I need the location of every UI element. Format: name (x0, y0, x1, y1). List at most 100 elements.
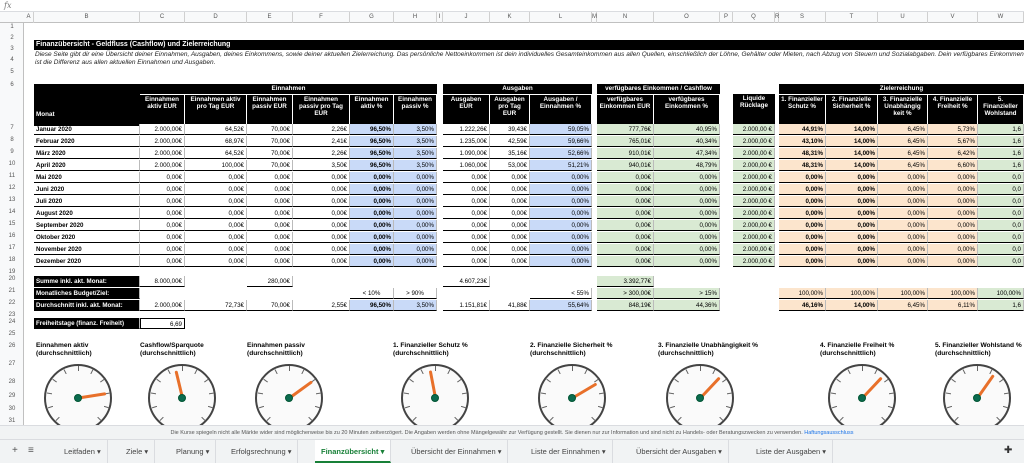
month-label[interactable]: Juli 2020 (34, 196, 140, 207)
month-cell-d[interactable]: 64,52€ (185, 148, 247, 159)
sheet-tab[interactable]: Planung ▾ (170, 440, 217, 463)
month-cell-u[interactable]: 0,00% (878, 208, 928, 219)
month-cell-c[interactable]: 2.000,00€ (140, 148, 185, 159)
month-cell-l[interactable]: 0,00% (530, 220, 592, 231)
month-cell-u[interactable]: 0,00% (878, 232, 928, 243)
month-cell-q[interactable]: 2.000,00 € (733, 172, 775, 183)
month-label[interactable]: Dezember 2020 (34, 256, 140, 267)
month-cell-t[interactable]: 14,00% (826, 124, 878, 135)
month-cell-e[interactable]: 0,00€ (247, 184, 293, 195)
month-cell-j[interactable]: 1.060,00€ (443, 160, 490, 171)
month-cell-o[interactable]: 0,00% (654, 244, 720, 255)
month-cell-h[interactable]: 3,50% (394, 148, 437, 159)
month-cell-v[interactable]: 0,00% (928, 184, 978, 195)
sum-verfuegbar[interactable]: 3.392,77€ (597, 276, 654, 287)
month-cell-g[interactable]: 0,00% (350, 208, 394, 219)
month-cell-h[interactable]: 0,00% (394, 172, 437, 183)
budget-l[interactable]: < 55% (530, 288, 592, 299)
row-header-7[interactable]: 7 (10, 125, 14, 131)
month-cell-t[interactable]: 14,00% (826, 160, 878, 171)
month-cell-n[interactable]: 0,00€ (597, 232, 654, 243)
column-header-M[interactable]: M (592, 12, 597, 23)
average-t[interactable]: 14,00% (826, 300, 878, 311)
month-cell-n[interactable]: 0,00€ (597, 208, 654, 219)
month-cell-t[interactable]: 0,00% (826, 196, 878, 207)
month-cell-g[interactable]: 0,00% (350, 172, 394, 183)
row-header-5[interactable]: 5 (10, 69, 14, 75)
month-cell-d[interactable]: 0,00€ (185, 196, 247, 207)
month-cell-q[interactable]: 2.000,00 € (733, 196, 775, 207)
column-header-C[interactable]: C (140, 12, 185, 23)
month-cell-o[interactable]: 0,00% (654, 232, 720, 243)
month-cell-f[interactable]: 0,00€ (293, 256, 350, 267)
month-cell-d[interactable]: 0,00€ (185, 184, 247, 195)
month-cell-l[interactable]: 0,00% (530, 244, 592, 255)
month-cell-d[interactable]: 0,00€ (185, 220, 247, 231)
month-cell-v[interactable]: 0,00% (928, 172, 978, 183)
column-header-F[interactable]: F (293, 12, 350, 23)
month-cell-u[interactable]: 0,00% (878, 172, 928, 183)
average-n[interactable]: 848,19€ (597, 300, 654, 311)
month-cell-d[interactable]: 0,00€ (185, 256, 247, 267)
month-cell-n[interactable]: 765,01€ (597, 136, 654, 147)
budget-label[interactable]: Monatliches Budget/Ziel: (34, 288, 140, 299)
month-cell-j[interactable]: 1.235,00€ (443, 136, 490, 147)
month-cell-t[interactable]: 0,00% (826, 232, 878, 243)
month-cell-f[interactable]: 2,26€ (293, 124, 350, 135)
month-cell-j[interactable]: 0,00€ (443, 232, 490, 243)
column-header-J[interactable]: J (443, 12, 490, 23)
average-w[interactable]: 1,6 (978, 300, 1024, 311)
month-cell-k[interactable]: 42,59€ (490, 136, 530, 147)
average-f[interactable]: 2,55€ (293, 300, 350, 311)
month-cell-u[interactable]: 6,45% (878, 148, 928, 159)
average-j[interactable]: 1.151,81€ (443, 300, 490, 311)
month-cell-s[interactable]: 0,00% (779, 172, 826, 183)
month-cell-j[interactable]: 0,00€ (443, 256, 490, 267)
month-cell-n[interactable]: 910,01€ (597, 148, 654, 159)
row-header-9[interactable]: 9 (10, 149, 14, 155)
sum-label[interactable]: Summe inkl. akt. Monat: (34, 276, 140, 287)
average-e[interactable]: 70,00€ (247, 300, 293, 311)
month-cell-k[interactable]: 0,00€ (490, 232, 530, 243)
row-header-23[interactable]: 23 (8, 312, 16, 318)
formula-bar[interactable]: fx (0, 0, 1024, 12)
month-cell-h[interactable]: 0,00% (394, 244, 437, 255)
row-header-11[interactable]: 11 (8, 173, 16, 179)
month-cell-w[interactable]: 0,0 (978, 220, 1024, 231)
column-header-H[interactable]: H (394, 12, 437, 23)
month-cell-e[interactable]: 0,00€ (247, 196, 293, 207)
sheet-tab[interactable]: Leitfaden ▾ (58, 440, 108, 463)
month-label[interactable]: Mai 2020 (34, 172, 140, 183)
month-cell-o[interactable]: 48,79% (654, 160, 720, 171)
budget-t[interactable]: 100,00% (826, 288, 878, 299)
column-header-W[interactable]: W (978, 12, 1024, 23)
month-cell-s[interactable]: 0,00% (779, 184, 826, 195)
average-s[interactable]: 46,16% (779, 300, 826, 311)
month-cell-g[interactable]: 0,00% (350, 232, 394, 243)
column-header-Q[interactable]: Q (733, 12, 775, 23)
month-cell-c[interactable]: 0,00€ (140, 196, 185, 207)
disclaimer-link[interactable]: Haftungsausschluss (804, 430, 854, 436)
month-cell-g[interactable]: 0,00% (350, 256, 394, 267)
month-cell-s[interactable]: 48,31% (779, 160, 826, 171)
month-cell-l[interactable]: 59,66% (530, 136, 592, 147)
month-cell-k[interactable]: 35,16€ (490, 148, 530, 159)
month-cell-o[interactable]: 0,00% (654, 184, 720, 195)
month-cell-c[interactable]: 0,00€ (140, 220, 185, 231)
average-k[interactable]: 41,88€ (490, 300, 530, 311)
month-cell-w[interactable]: 1,6 (978, 160, 1024, 171)
month-cell-f[interactable]: 0,00€ (293, 196, 350, 207)
row-header-31[interactable]: 31 (8, 418, 16, 424)
column-header-E[interactable]: E (247, 12, 293, 23)
month-cell-j[interactable]: 0,00€ (443, 244, 490, 255)
month-cell-f[interactable]: 0,00€ (293, 220, 350, 231)
month-cell-l[interactable]: 0,00% (530, 232, 592, 243)
month-cell-e[interactable]: 70,00€ (247, 160, 293, 171)
column-header-U[interactable]: U (878, 12, 928, 23)
month-label[interactable]: Juni 2020 (34, 184, 140, 195)
average-label[interactable]: Durchschnitt inkl. akt. Monat: (34, 300, 140, 311)
month-cell-s[interactable]: 0,00% (779, 232, 826, 243)
month-cell-d[interactable]: 64,52€ (185, 124, 247, 135)
month-cell-c[interactable]: 0,00€ (140, 184, 185, 195)
row-header-2[interactable]: 2 (10, 35, 14, 41)
